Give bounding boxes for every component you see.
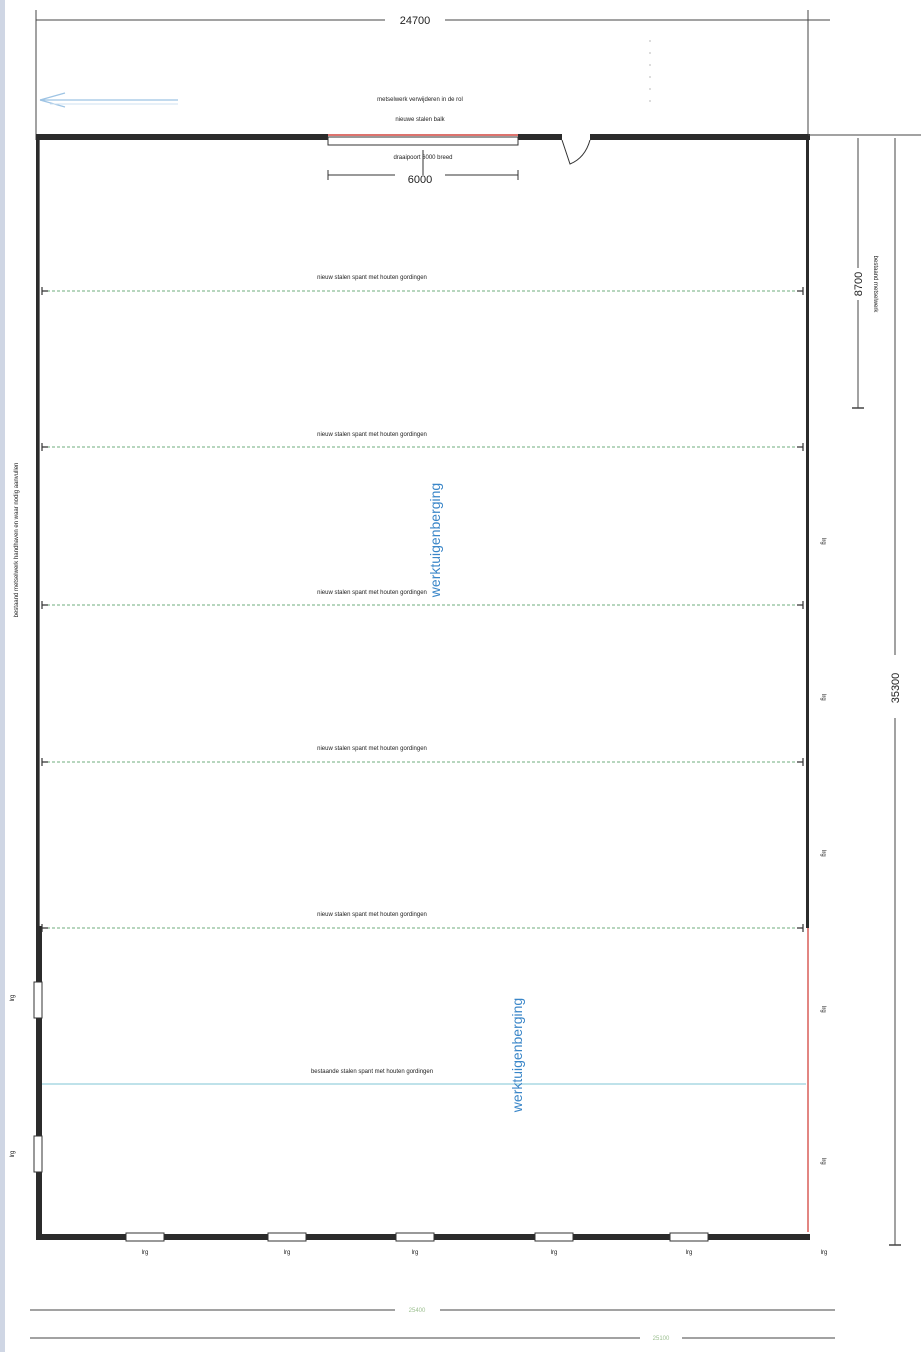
- left-wall-note: bestaand metselwerk handhaven en waar no…: [14, 463, 20, 618]
- beam-label: nieuw stalen spant met houten gordingen: [317, 590, 427, 596]
- beam-label: nieuw stalen spant met houten gordingen: [317, 746, 427, 752]
- beam-end-tick: [41, 758, 48, 766]
- svg-text:lrg: lrg: [820, 1006, 826, 1013]
- bottom-dimensions: 25400 25100: [30, 1308, 835, 1342]
- left-wall: [33, 140, 43, 1240]
- svg-text:6000: 6000: [408, 174, 432, 186]
- beam-end-tick: [797, 924, 804, 932]
- right-opening-labels: lrg lrg lrg lrg lrg: [820, 538, 826, 1165]
- door-dimension: 6000: [327, 150, 519, 186]
- beams: nieuw stalen spant met houten gordingen n…: [41, 275, 806, 1085]
- right-wall: [806, 140, 809, 1232]
- svg-text:lrg: lrg: [10, 995, 16, 1002]
- svg-text:lrg: lrg: [10, 1151, 16, 1158]
- room-label-1: werktuigenberging: [427, 483, 443, 598]
- svg-text:lrg: lrg: [820, 538, 826, 545]
- svg-text:lrg: lrg: [284, 1250, 291, 1256]
- arrow-icon: [39, 92, 178, 108]
- scan-edge: [0, 0, 5, 1352]
- svg-text:lrg: lrg: [551, 1250, 558, 1256]
- bottom-wall: [36, 1232, 810, 1242]
- room-label-2: werktuigenberging: [509, 998, 525, 1113]
- beam-label: nieuw stalen spant met houten gordingen: [317, 275, 427, 281]
- beam-end-tick: [41, 287, 48, 295]
- svg-text:lrg: lrg: [412, 1250, 419, 1256]
- svg-text:lrg: lrg: [820, 694, 826, 701]
- svg-text:lrg: lrg: [820, 1158, 826, 1165]
- beam-end-tick: [41, 924, 48, 932]
- top-dimension-frame: 24700: [35, 10, 830, 140]
- beam-end-tick: [41, 601, 48, 609]
- beam-end-tick: [797, 443, 804, 451]
- svg-text:lrg: lrg: [821, 1250, 828, 1256]
- beam-end-tick: [41, 443, 48, 451]
- right-note: bestaand metselwerk: [872, 256, 878, 314]
- beam-label: nieuw stalen spant met houten gordingen: [317, 912, 427, 918]
- svg-text:lrg: lrg: [686, 1250, 693, 1256]
- beam-end-tick: [797, 758, 804, 766]
- left-opening-labels: lrg lrg: [10, 995, 16, 1158]
- beam-end-tick: [797, 287, 804, 295]
- bottom-dimension-2: 25100: [653, 1336, 670, 1342]
- beam-end-tick: [797, 601, 804, 609]
- top-width-dimension: 24700: [400, 15, 431, 27]
- right-total-dimension: 35300: [890, 673, 902, 704]
- right-partial-dimension: 8700: [853, 272, 865, 296]
- svg-text:lrg: lrg: [820, 850, 826, 857]
- bottom-dimension-1: 25400: [409, 1308, 426, 1314]
- door-swing: [561, 134, 591, 165]
- right-dimensions: 8700 bestaand metselwerk 35300: [852, 138, 902, 1246]
- note-line-2: nieuwe stalen balk: [395, 117, 445, 123]
- top-wall: [36, 134, 921, 146]
- beam-label: bestaande stalen spant met houten gordin…: [311, 1069, 433, 1075]
- svg-text:lrg: lrg: [142, 1250, 149, 1256]
- note-line-1: metselwerk verwijderen in de rol: [377, 97, 463, 103]
- beam-label: nieuw stalen spant met houten gordingen: [317, 432, 427, 438]
- bottom-opening-labels: lrg lrg lrg lrg lrg lrg: [142, 1250, 828, 1256]
